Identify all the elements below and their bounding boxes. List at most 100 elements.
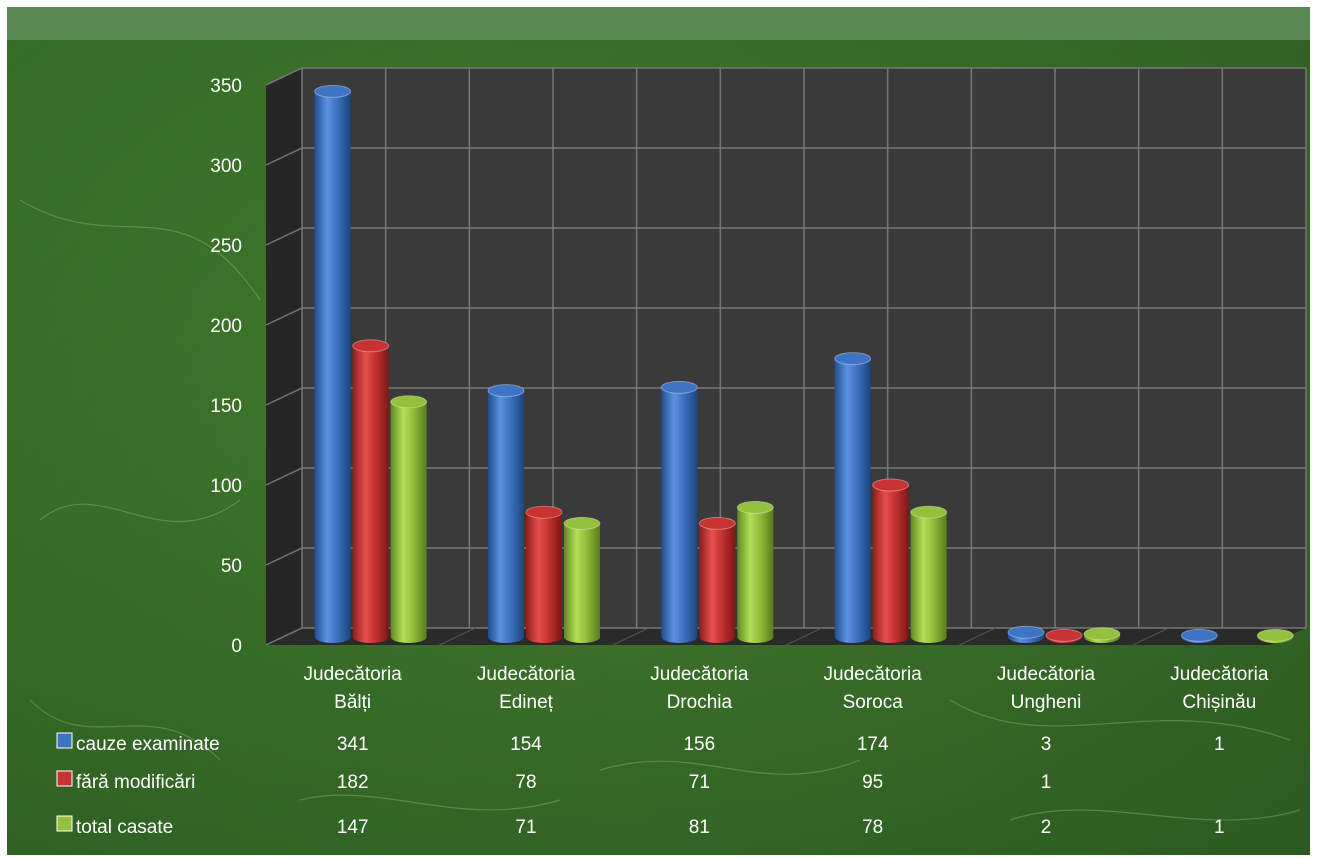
bar	[1180, 628, 1218, 643]
category-label: Judecătoria	[1170, 664, 1269, 685]
data-table-value: 71	[689, 772, 710, 793]
y-tick-label: 150	[210, 396, 242, 417]
bar-base	[526, 631, 562, 643]
category-label: Drochia	[667, 692, 733, 713]
floor-divider	[612, 627, 649, 646]
side-wall	[266, 68, 302, 645]
bar-top	[736, 500, 774, 514]
bar-body	[910, 512, 947, 637]
bar-top	[872, 478, 910, 492]
background-vein	[29, 699, 221, 761]
y-tick-label: 200	[210, 316, 242, 337]
data-table-value: 1	[1214, 817, 1225, 838]
category-label: Ungheni	[1011, 692, 1082, 713]
bar-body	[352, 345, 389, 637]
category-label: Judecătoria	[650, 664, 749, 685]
gridline-side	[265, 147, 303, 166]
floor-divider	[959, 627, 996, 646]
bar-base	[872, 631, 909, 643]
gridline-side	[265, 547, 303, 566]
bar-top	[314, 84, 352, 98]
bar-top	[1007, 625, 1045, 639]
category-label: Judecătoria	[824, 664, 923, 685]
bar	[314, 84, 352, 643]
data-table-value: 3	[1041, 734, 1052, 755]
category-label: Soroca	[843, 692, 904, 713]
floor-divider	[785, 627, 823, 646]
data-table-value: 147	[337, 817, 369, 838]
data-table-value: 341	[337, 734, 369, 755]
bar-top	[910, 505, 948, 519]
bar-body	[488, 390, 524, 637]
bar	[910, 505, 948, 643]
bar-base	[834, 631, 871, 643]
bar-body	[390, 401, 427, 637]
legend-key-square	[56, 770, 73, 787]
data-table-value: 81	[689, 817, 710, 838]
bar-top	[1180, 628, 1218, 642]
bar-body	[737, 507, 774, 637]
data-table-value: 95	[862, 772, 883, 793]
bar-base	[314, 631, 351, 643]
bar-top	[1045, 628, 1083, 642]
data-table-value: 174	[857, 734, 889, 755]
x-axis-categories: Judecătoria Bălți Judecătoria Edineț Judecăt…	[304, 664, 1269, 713]
legend-key-1	[56, 770, 73, 787]
bar	[1083, 627, 1121, 643]
background-vein	[1009, 809, 1301, 821]
category-label: Edineț	[499, 692, 554, 713]
legend-key-square	[56, 732, 73, 749]
y-tick-label: 100	[210, 476, 242, 497]
bar-body	[872, 485, 909, 637]
y-tick-label: 300	[210, 156, 242, 177]
category-label: Judecătoria	[304, 664, 403, 685]
data-table-value: 1	[1041, 772, 1052, 793]
gridline-side	[265, 627, 303, 646]
background-vein	[599, 759, 861, 775]
y-tick-label: 0	[231, 636, 242, 657]
bar	[525, 505, 563, 643]
bar-top	[390, 395, 428, 409]
bar-body	[661, 387, 698, 637]
category-label: Judecătoria	[477, 664, 576, 685]
bar-body	[526, 512, 562, 637]
series-name: cauze examinate	[76, 734, 220, 755]
background-top-band	[7, 7, 1310, 40]
gridlines	[265, 67, 1307, 646]
bar	[487, 384, 525, 643]
floor-divider	[439, 627, 476, 646]
bar-base	[737, 631, 774, 643]
bar-top	[563, 516, 601, 530]
bars	[314, 84, 1294, 643]
bar-top	[660, 380, 698, 394]
legend-key-0	[56, 732, 73, 749]
bar	[736, 500, 774, 643]
data-table: cauze examinate 341 154 156 174 3 1 fără modifi…	[56, 732, 1225, 838]
category-label: Chișinău	[1182, 692, 1256, 713]
bar	[1045, 628, 1083, 643]
bar-base	[699, 631, 736, 643]
bar	[1007, 625, 1045, 643]
bar	[698, 516, 736, 643]
y-tick-label: 250	[210, 236, 242, 257]
series-name: total casate	[76, 817, 173, 838]
bar-base	[564, 631, 600, 643]
background-vein	[39, 499, 241, 522]
bar-top	[698, 516, 736, 530]
y-tick-label: 350	[210, 76, 242, 97]
data-table-value: 182	[337, 772, 369, 793]
bar-body	[564, 523, 600, 637]
y-axis-ticks: 0 50 100 150 200 250 300 350	[210, 76, 242, 657]
category-label: Judecătoria	[997, 664, 1096, 685]
bar	[563, 516, 601, 643]
data-table-value: 156	[683, 734, 715, 755]
floor-divider	[1132, 627, 1169, 646]
bar	[390, 395, 428, 643]
bar-body	[834, 358, 871, 637]
background-vein	[949, 699, 1291, 741]
bar	[872, 478, 910, 643]
bar	[660, 380, 698, 643]
gridline-side	[265, 227, 303, 246]
series-name: fără modificări	[76, 772, 195, 793]
